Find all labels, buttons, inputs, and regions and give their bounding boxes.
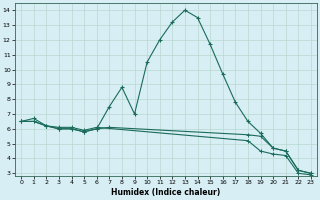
X-axis label: Humidex (Indice chaleur): Humidex (Indice chaleur) bbox=[111, 188, 221, 197]
